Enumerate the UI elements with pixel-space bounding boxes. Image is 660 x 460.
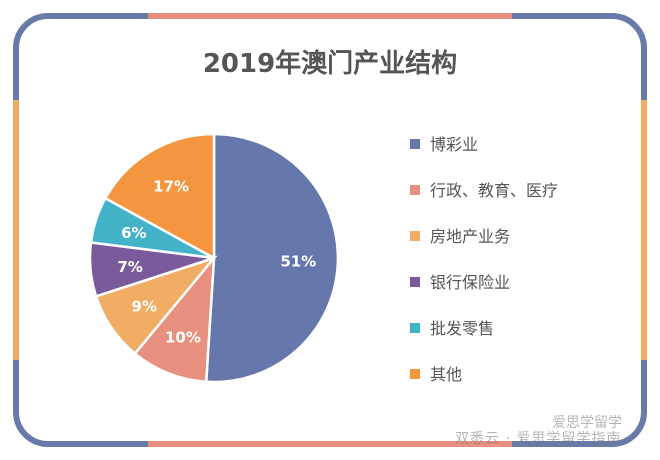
slice-label-4: 7%: [117, 258, 142, 276]
slice-label-5: 6%: [121, 224, 146, 242]
legend-swatch-4: [410, 277, 420, 287]
legend-swatch-3: [410, 231, 420, 241]
legend-label-2: 行政、教育、医疗: [430, 181, 558, 200]
legend-swatch-2: [410, 185, 420, 195]
slice-label-2: 10%: [165, 328, 201, 346]
frame-top-left: [13, 13, 148, 100]
pie-slice-1: [204, 132, 340, 384]
legend-label-5: 批发零售: [430, 319, 494, 338]
watermark-text-2: 双悉云 · 爱思学留学指南: [455, 431, 622, 447]
legend-label-6: 其他: [430, 365, 462, 384]
slice-label-6: 17%: [153, 177, 189, 195]
chart-title: 2019年澳门产业结构: [203, 48, 457, 79]
legend-label-1: 博彩业: [430, 135, 478, 154]
pie-slice-2: [133, 254, 216, 384]
legend-swatch-6: [410, 369, 420, 379]
legend-label-4: 银行保险业: [430, 273, 510, 292]
frame-bottom-right: [512, 360, 647, 447]
legend-swatch-1: [410, 139, 420, 149]
watermark-text-1: 爱思学留学: [552, 415, 622, 431]
slice-label-1: 51%: [280, 253, 316, 271]
frame-bottom-left: [13, 360, 148, 447]
frame-top-right: [512, 13, 647, 100]
pie-slice-6: [103, 132, 216, 261]
legend-swatch-5: [410, 323, 420, 333]
slice-label-3: 9%: [132, 297, 157, 315]
legend-label-3: 房地产业务: [430, 227, 510, 246]
